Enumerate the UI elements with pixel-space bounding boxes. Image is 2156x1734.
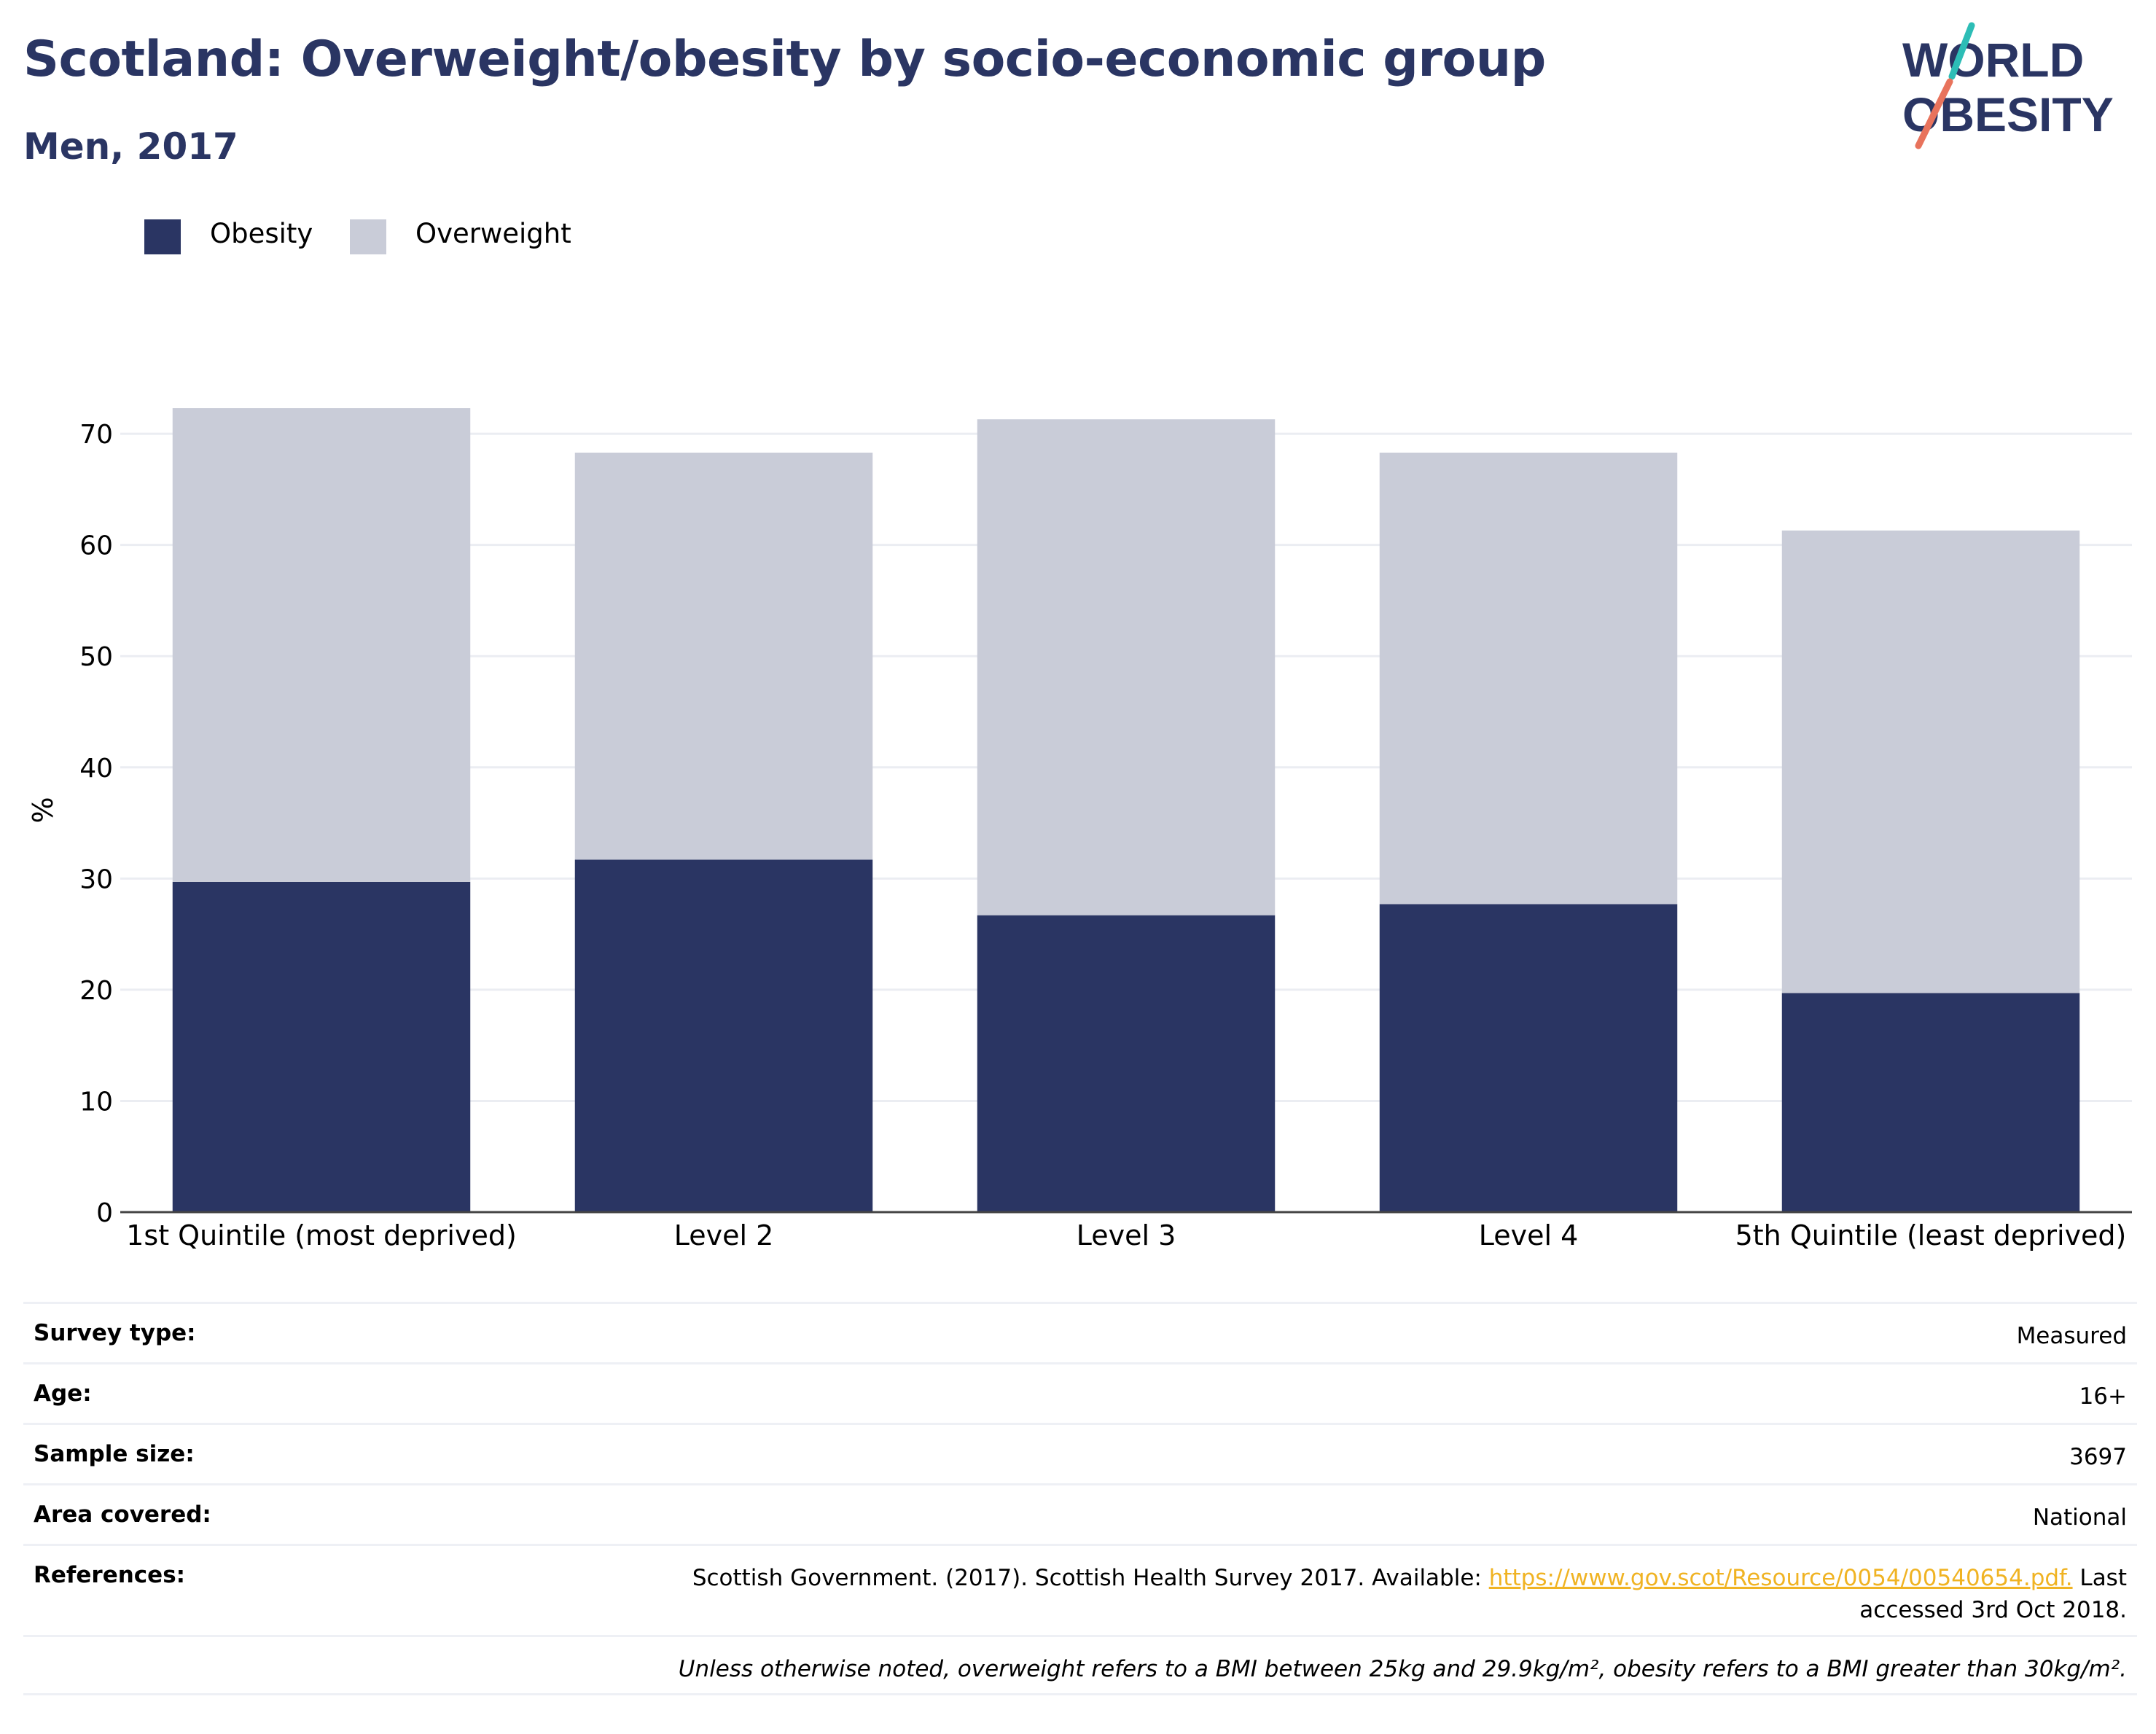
legend-swatch-obesity — [144, 219, 181, 254]
survey-info-table: Survey type: Measured Age: 16+ Sample si… — [23, 1302, 2137, 1695]
bar-obesity-1 — [172, 881, 471, 1212]
bar-obesity-2 — [574, 859, 873, 1212]
legend-swatch-overweight — [350, 219, 386, 254]
x-tick-label: 1st Quintile (most deprived) — [126, 1219, 517, 1251]
sample-size-label: Sample size: — [34, 1441, 195, 1467]
x-tick-label: Level 3 — [1077, 1219, 1176, 1251]
age-label: Age: — [34, 1380, 92, 1407]
survey-type-label: Survey type: — [34, 1320, 196, 1346]
y-tick-label: 70 — [79, 420, 113, 450]
y-tick-label: 40 — [79, 754, 113, 784]
references-text-after: Last — [2072, 1565, 2127, 1591]
bar-obesity-4 — [1379, 904, 1678, 1212]
y-axis-label: % — [27, 797, 59, 823]
info-row-note: Unless otherwise noted, overweight refer… — [23, 1635, 2137, 1695]
bar-chart: 0 10 20 30 40 50 60 70% 1st Quintile (most depri… — [27, 408, 2132, 1251]
bar-overweight-1 — [172, 408, 471, 882]
legend-label-obesity: Obesity — [210, 218, 313, 249]
bar-overweight-4 — [1379, 453, 1678, 905]
y-tick-label: 0 — [96, 1198, 113, 1228]
bar-overweight-5 — [1781, 530, 2080, 993]
x-tick-label: Level 2 — [674, 1219, 774, 1251]
bar-obesity-3 — [977, 915, 1276, 1212]
references-value: Scottish Government. (2017). Scottish He… — [692, 1562, 2127, 1626]
x-tick-label: 5th Quintile (least deprived) — [1735, 1219, 2127, 1251]
bar-obesity-5 — [1781, 993, 2080, 1212]
logo-line1: WORLD — [1902, 33, 2084, 87]
info-row-survey-type: Survey type: Measured — [23, 1302, 2137, 1362]
y-tick-label: 30 — [79, 864, 113, 894]
chart-title: Scotland: Overweight/obesity by socio-ec… — [23, 31, 1546, 88]
age-value: 16+ — [2079, 1383, 2127, 1410]
y-tick-label: 20 — [79, 976, 113, 1006]
references-label: References: — [34, 1562, 186, 1588]
bar-overweight-3 — [977, 419, 1276, 915]
legend-label-overweight: Overweight — [415, 218, 571, 249]
sample-size-value: 3697 — [2069, 1444, 2127, 1470]
chart-subtitle: Men, 2017 — [23, 125, 238, 168]
y-tick-label: 50 — [79, 642, 113, 672]
info-row-area: Area covered: National — [23, 1483, 2137, 1544]
bar-overweight-2 — [574, 453, 873, 860]
world-obesity-logo: WORLD OBESITY — [1902, 22, 2114, 149]
y-tick-label: 10 — [79, 1087, 113, 1117]
logo-line2: OBESITY — [1902, 87, 2114, 141]
y-tick-label: 60 — [79, 531, 113, 561]
references-text-accessed: accessed 3rd Oct 2018. — [1859, 1597, 2127, 1623]
x-tick-label: Level 4 — [1479, 1219, 1579, 1251]
references-text: Scottish Government. (2017). Scottish He… — [692, 1565, 1489, 1591]
survey-type-value: Measured — [2016, 1323, 2127, 1349]
bmi-note: Unless otherwise noted, overweight refer… — [678, 1656, 2127, 1682]
info-row-references: References: Scottish Government. (2017).… — [23, 1544, 2137, 1635]
references-link[interactable]: https://www.gov.scot/Resource/0054/00540… — [1488, 1565, 2073, 1591]
info-row-sample-size: Sample size: 3697 — [23, 1423, 2137, 1483]
info-row-age: Age: 16+ — [23, 1362, 2137, 1423]
area-value: National — [2032, 1504, 2127, 1531]
area-label: Area covered: — [34, 1501, 211, 1528]
